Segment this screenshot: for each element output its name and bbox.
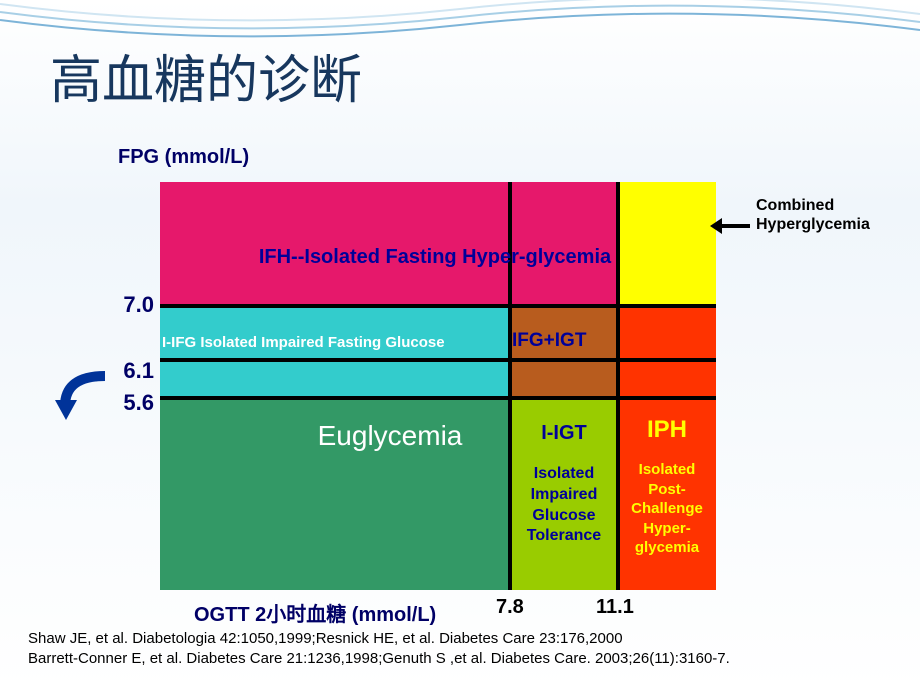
xtick-11.1: 11.1: [596, 596, 634, 619]
region-iph-top: [618, 306, 716, 398]
xtick-7.8: 7.8: [496, 596, 524, 619]
label-iifg: I-IFG Isolated Impaired Fasting Glucose: [162, 334, 508, 351]
reference-2: Barrett-Conner E, et al. Diabetes Care 2…: [28, 650, 730, 667]
label-euglycemia: Euglycemia: [280, 420, 500, 452]
y-axis-label: FPG (mmol/L): [118, 146, 249, 169]
combined-arrow-icon: [720, 224, 750, 228]
gridline-y-7.0: [160, 304, 716, 308]
region-ifg-igt: [510, 306, 618, 398]
label-iph-head: IPH: [620, 416, 714, 444]
arrow-icon: [55, 370, 115, 420]
gridline-y-5.6: [160, 396, 716, 400]
ytick-7.0: 7.0: [110, 292, 154, 318]
diagnosis-chart: IFH--Isolated Fasting Hyper-glycemia I-I…: [160, 182, 716, 590]
label-combined: Combined Hyperglycemia: [756, 196, 906, 234]
label-iigt-body: Isolated Impaired Glucose Tolerance: [512, 464, 616, 547]
ytick-6.1: 6.1: [110, 358, 154, 384]
gridline-y-6.1: [160, 358, 716, 362]
slide-title: 高血糖的诊断: [50, 38, 362, 113]
label-iph-body: Isolated Post-Challenge Hyper-glycemia: [620, 460, 714, 558]
label-ifh: IFH--Isolated Fasting Hyper-glycemia: [190, 246, 680, 269]
label-ifg-igt: IFG+IGT: [512, 330, 616, 352]
reference-1: Shaw JE, et al. Diabetologia 42:1050,199…: [28, 630, 623, 647]
region-ifh-main: [160, 182, 618, 306]
region-iifg: [160, 306, 510, 398]
region-ifh-yellow: [618, 182, 716, 306]
ytick-5.6: 5.6: [110, 390, 154, 416]
label-iigt-head: I-IGT: [512, 422, 616, 445]
x-axis-label: OGTT 2小时血糖 (mmol/L): [194, 598, 436, 627]
